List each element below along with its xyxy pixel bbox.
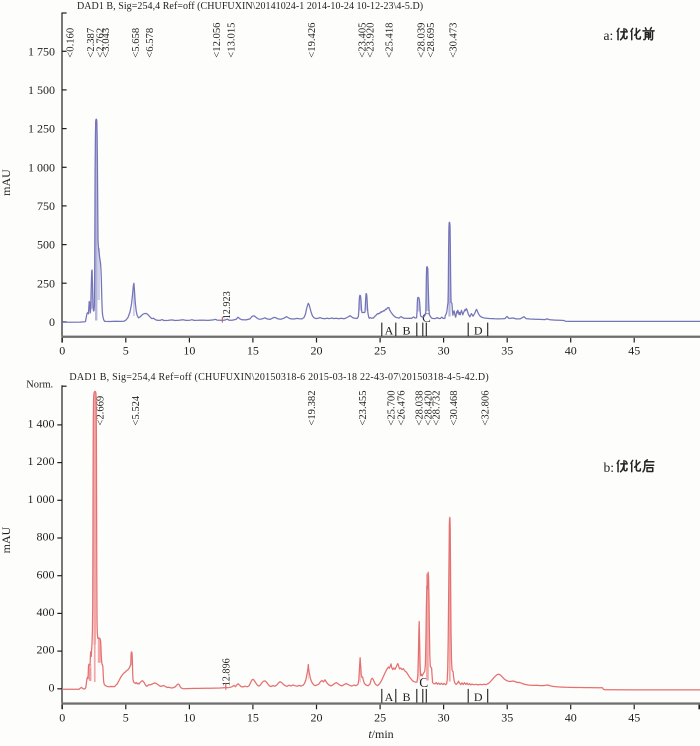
- svg-text:t/min: t/min: [368, 727, 393, 741]
- svg-text:0: 0: [49, 315, 55, 329]
- svg-text:35: 35: [501, 344, 513, 358]
- svg-text:1 250: 1 250: [28, 122, 55, 136]
- svg-text:<32.806: <32.806: [481, 390, 492, 425]
- svg-text:1 000: 1 000: [28, 160, 55, 174]
- svg-text:A: A: [385, 324, 394, 338]
- svg-text:10: 10: [183, 711, 195, 725]
- svg-text:500: 500: [37, 238, 55, 252]
- svg-text:45: 45: [628, 344, 640, 358]
- svg-text:<28.695: <28.695: [426, 23, 437, 58]
- svg-text:D: D: [474, 324, 483, 338]
- svg-text:30: 30: [438, 711, 450, 725]
- svg-text:<25.700: <25.700: [387, 390, 398, 425]
- svg-text:<2.762: <2.762: [96, 28, 107, 58]
- svg-text:DAD1 B, Sig=254,4 Ref=off (CHU: DAD1 B, Sig=254,4 Ref=off (CHUFUXIN\2014…: [77, 1, 423, 12]
- svg-text:<28.420: <28.420: [423, 390, 434, 425]
- svg-text:5: 5: [123, 711, 129, 725]
- svg-text:20: 20: [311, 344, 323, 358]
- svg-text:D: D: [474, 690, 483, 704]
- svg-text:25: 25: [374, 711, 386, 725]
- svg-text:<12.056: <12.056: [212, 23, 223, 58]
- svg-text:400: 400: [37, 605, 55, 619]
- svg-text:200: 200: [37, 643, 55, 657]
- svg-text:<5.524: <5.524: [131, 395, 142, 426]
- svg-text:<25.418: <25.418: [385, 23, 396, 58]
- svg-text:B: B: [402, 690, 410, 704]
- svg-text:<0.160: <0.160: [66, 28, 77, 58]
- svg-text:<2.669: <2.669: [96, 396, 107, 426]
- svg-text:<19.382: <19.382: [307, 390, 318, 425]
- svg-text:40: 40: [565, 344, 577, 358]
- svg-text:C: C: [422, 310, 431, 325]
- svg-text:<6.578: <6.578: [145, 28, 156, 58]
- svg-text:10: 10: [183, 344, 195, 358]
- svg-text:1 400: 1 400: [28, 417, 55, 431]
- svg-text:1 500: 1 500: [28, 83, 55, 97]
- svg-text:<23.405: <23.405: [358, 23, 369, 58]
- svg-text:20: 20: [311, 711, 323, 725]
- svg-text:12.923: 12.923: [222, 291, 233, 319]
- svg-text:0: 0: [59, 344, 65, 358]
- svg-text:B: B: [402, 324, 410, 338]
- svg-text:12.896: 12.896: [222, 658, 233, 686]
- svg-text:Norm.: Norm.: [26, 379, 53, 390]
- svg-text:<3.043: <3.043: [101, 28, 112, 58]
- svg-text:30: 30: [438, 344, 450, 358]
- svg-text:<23.920: <23.920: [365, 23, 376, 58]
- svg-text:15: 15: [247, 711, 259, 725]
- svg-text:15: 15: [247, 344, 259, 358]
- svg-text:C: C: [419, 675, 428, 690]
- svg-text:750: 750: [37, 199, 55, 213]
- svg-text:<30.468: <30.468: [449, 390, 460, 425]
- svg-text:0: 0: [59, 711, 65, 725]
- svg-text:a:: a:: [604, 28, 614, 43]
- svg-text:<19.426: <19.426: [307, 23, 318, 58]
- svg-text:600: 600: [37, 567, 55, 581]
- svg-text:1 000: 1 000: [28, 492, 55, 506]
- svg-text:0: 0: [49, 680, 55, 694]
- svg-text:A: A: [385, 690, 394, 704]
- svg-text:mAU: mAU: [0, 169, 13, 196]
- svg-text:<28.038: <28.038: [415, 390, 426, 425]
- svg-text:DAD1 B, Sig=254,4 Ref=off (CHU: DAD1 B, Sig=254,4 Ref=off (CHUFUXIN\2015…: [69, 372, 489, 383]
- svg-text:25: 25: [374, 344, 386, 358]
- svg-text:1 200: 1 200: [28, 454, 55, 468]
- svg-text:1 750: 1 750: [28, 44, 55, 58]
- svg-text:45: 45: [628, 711, 640, 725]
- svg-text:<28.039: <28.039: [416, 23, 427, 58]
- svg-text:mAU: mAU: [0, 526, 13, 553]
- svg-text:b:: b:: [604, 460, 615, 475]
- svg-text:<23.455: <23.455: [358, 390, 369, 425]
- svg-text:250: 250: [37, 276, 55, 290]
- svg-text:<5.658: <5.658: [131, 28, 142, 58]
- svg-text:<30.473: <30.473: [448, 23, 459, 58]
- svg-text:<28.732: <28.732: [432, 390, 443, 425]
- svg-text:800: 800: [37, 530, 55, 544]
- svg-text:<13.015: <13.015: [227, 23, 238, 58]
- svg-text:<2.387: <2.387: [86, 28, 97, 58]
- svg-text:35: 35: [501, 711, 513, 725]
- svg-text:40: 40: [565, 711, 577, 725]
- svg-text:5: 5: [123, 344, 129, 358]
- svg-text:<26.476: <26.476: [396, 390, 407, 425]
